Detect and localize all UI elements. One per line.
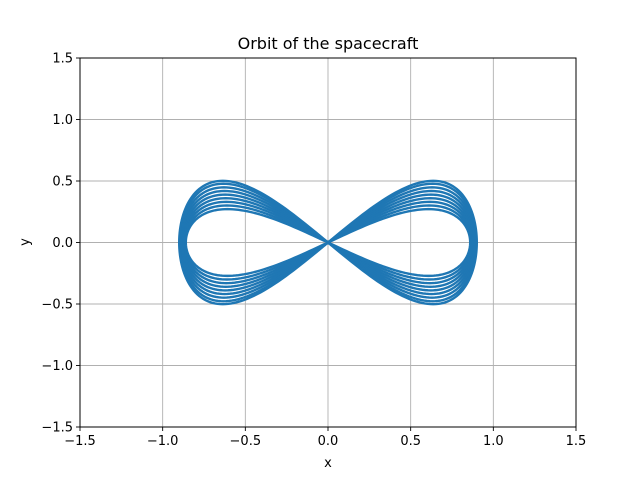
orbit-loop [177,179,479,306]
y-axis-label: y [18,238,33,246]
y-tick-label: 1.0 [52,113,73,128]
chart-title: Orbit of the spacecraft [238,34,419,53]
y-tick-label: 1.5 [52,52,73,67]
x-tick-label: 1.0 [483,434,504,449]
y-tick-label: 0.5 [52,175,73,190]
y-tick-label: 0.0 [52,236,73,251]
x-tick-label: −0.5 [230,434,262,449]
x-axis-label: x [324,456,332,471]
y-axis-ticks: −1.5 −1.0 −0.5 0.0 0.5 1.0 1.5 [41,52,80,436]
y-tick-label: −0.5 [41,298,73,313]
y-tick-label: −1.0 [41,359,73,374]
y-tick-label: −1.5 [41,421,73,436]
x-tick-label: 1.5 [566,434,587,449]
x-axis-ticks: −1.5 −1.0 −0.5 0.0 0.5 1.0 1.5 [64,427,586,449]
x-tick-label: 0.0 [318,434,339,449]
x-tick-label: −1.5 [64,434,96,449]
plot-area [177,179,479,306]
x-tick-label: −1.0 [147,434,179,449]
x-tick-label: 0.5 [400,434,421,449]
